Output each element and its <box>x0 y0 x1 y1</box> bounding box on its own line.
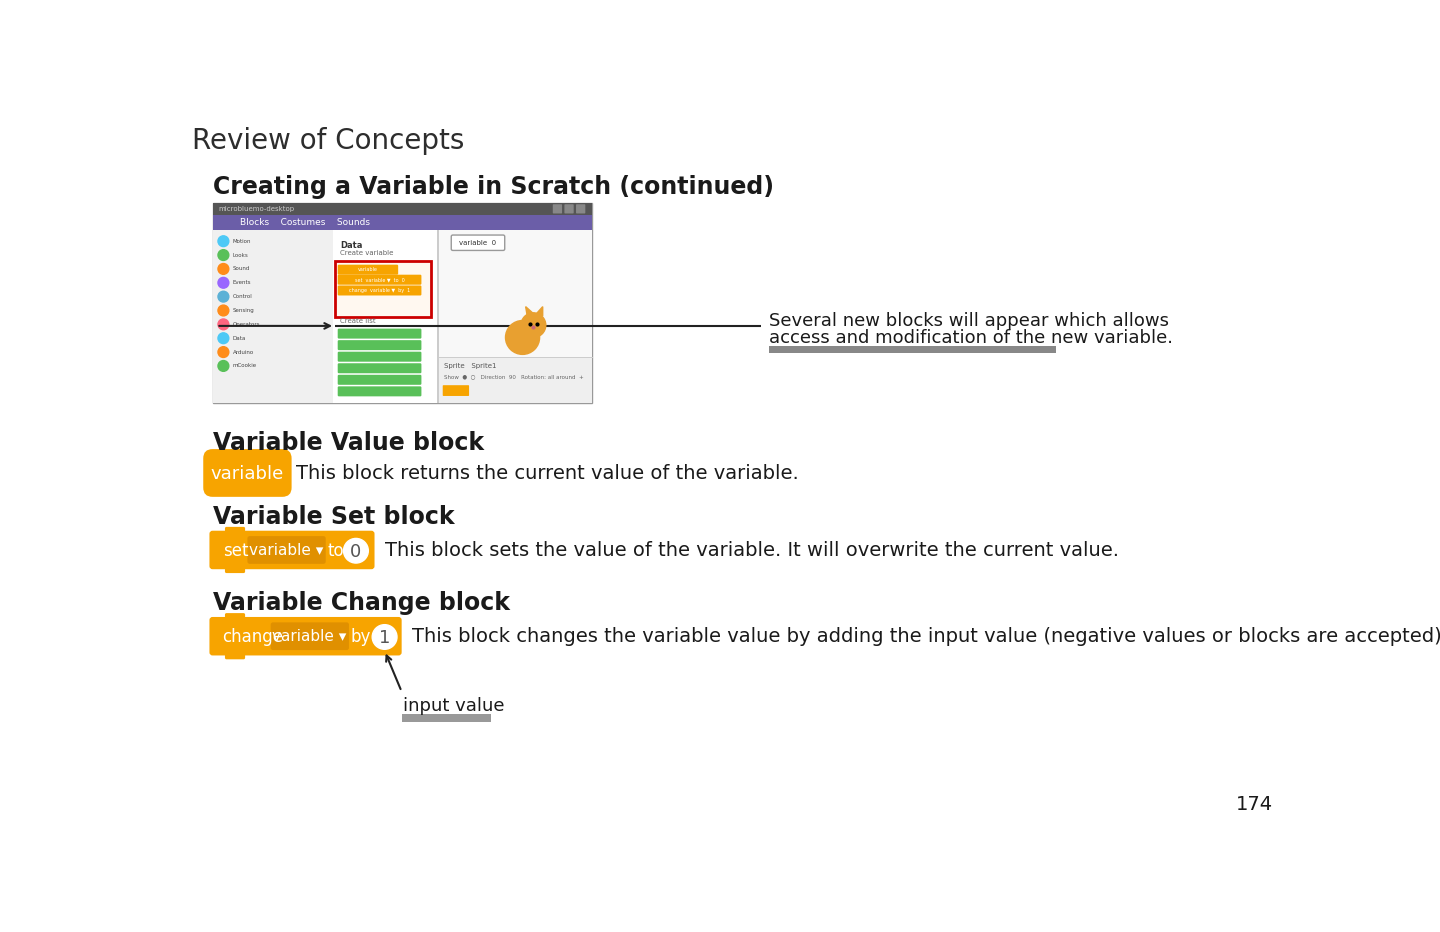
FancyBboxPatch shape <box>225 613 245 624</box>
Polygon shape <box>537 307 543 316</box>
FancyBboxPatch shape <box>338 340 422 350</box>
Circle shape <box>217 250 229 260</box>
FancyBboxPatch shape <box>225 649 245 659</box>
FancyBboxPatch shape <box>338 329 422 338</box>
Text: Data: Data <box>340 241 363 250</box>
FancyBboxPatch shape <box>442 385 469 396</box>
FancyBboxPatch shape <box>213 215 592 230</box>
Text: 174: 174 <box>1236 795 1273 814</box>
Text: Create list: Create list <box>340 318 376 324</box>
FancyBboxPatch shape <box>769 346 1056 353</box>
Text: variable: variable <box>359 267 377 272</box>
FancyBboxPatch shape <box>338 387 422 396</box>
Circle shape <box>217 278 229 288</box>
Circle shape <box>344 539 369 563</box>
Text: microbluemo-desktop: microbluemo-desktop <box>219 206 295 212</box>
Text: Looks: Looks <box>233 253 249 257</box>
Circle shape <box>505 321 540 354</box>
Text: This block returns the current value of the variable.: This block returns the current value of … <box>297 464 799 483</box>
FancyBboxPatch shape <box>338 265 399 275</box>
FancyBboxPatch shape <box>439 230 592 403</box>
Text: to: to <box>327 541 344 560</box>
Circle shape <box>217 347 229 358</box>
FancyBboxPatch shape <box>338 285 422 295</box>
FancyBboxPatch shape <box>225 562 245 573</box>
Text: Variable Change block: Variable Change block <box>213 591 510 615</box>
Text: Create variable: Create variable <box>340 251 393 256</box>
Text: Data: Data <box>233 336 246 341</box>
FancyBboxPatch shape <box>271 623 348 651</box>
Circle shape <box>217 361 229 371</box>
FancyBboxPatch shape <box>338 363 422 373</box>
Text: variable ▾: variable ▾ <box>249 543 324 558</box>
Text: change  variable ▼  by  1: change variable ▼ by 1 <box>348 288 410 293</box>
Text: 0: 0 <box>350 542 361 560</box>
FancyBboxPatch shape <box>451 235 505 251</box>
Text: Blocks    Costumes    Sounds: Blocks Costumes Sounds <box>239 218 370 227</box>
FancyBboxPatch shape <box>402 714 491 721</box>
Text: Show  ●  ○   Direction  90   Rotation: all around  +: Show ● ○ Direction 90 Rotation: all arou… <box>444 374 583 378</box>
Circle shape <box>217 305 229 316</box>
Text: variable: variable <box>210 465 284 483</box>
FancyBboxPatch shape <box>213 202 592 215</box>
FancyBboxPatch shape <box>213 202 592 403</box>
FancyBboxPatch shape <box>338 375 422 385</box>
FancyBboxPatch shape <box>338 275 422 284</box>
Circle shape <box>217 319 229 330</box>
Text: mCookie: mCookie <box>233 363 256 368</box>
Circle shape <box>217 264 229 274</box>
FancyBboxPatch shape <box>225 527 245 538</box>
FancyBboxPatch shape <box>209 530 374 569</box>
Text: Events: Events <box>233 281 251 285</box>
Text: Review of Concepts: Review of Concepts <box>192 128 464 156</box>
Text: Sprite   Sprite1: Sprite Sprite1 <box>444 363 495 369</box>
Circle shape <box>217 236 229 247</box>
Text: Sound: Sound <box>233 267 251 271</box>
FancyBboxPatch shape <box>438 230 439 403</box>
FancyBboxPatch shape <box>439 357 592 403</box>
Text: 1: 1 <box>379 629 390 647</box>
Text: variable ▾: variable ▾ <box>272 629 347 645</box>
Text: Control: Control <box>233 295 252 299</box>
Polygon shape <box>526 307 533 316</box>
Text: Variable Set block: Variable Set block <box>213 504 454 528</box>
Text: input value: input value <box>403 697 504 715</box>
FancyBboxPatch shape <box>333 230 438 403</box>
Text: Variable Value block: Variable Value block <box>213 432 484 456</box>
Circle shape <box>521 313 546 337</box>
Text: variable  0: variable 0 <box>459 240 497 246</box>
FancyBboxPatch shape <box>248 536 325 564</box>
Circle shape <box>217 292 229 302</box>
FancyBboxPatch shape <box>203 449 291 497</box>
FancyBboxPatch shape <box>564 204 573 213</box>
Circle shape <box>217 333 229 344</box>
Text: change: change <box>222 628 282 646</box>
FancyBboxPatch shape <box>576 204 585 213</box>
Text: Several new blocks will appear which allows: Several new blocks will appear which all… <box>769 312 1169 330</box>
Text: access and modification of the new variable.: access and modification of the new varia… <box>769 329 1174 347</box>
Text: Operators: Operators <box>233 322 261 327</box>
Text: set: set <box>223 541 249 560</box>
Text: Motion: Motion <box>233 239 251 243</box>
FancyBboxPatch shape <box>553 204 562 213</box>
FancyBboxPatch shape <box>209 617 402 655</box>
Text: Arduino: Arduino <box>233 350 253 354</box>
Text: This block changes the variable value by adding the input value (negative values: This block changes the variable value by… <box>412 627 1440 647</box>
Circle shape <box>372 624 397 650</box>
Text: Creating a Variable in Scratch (continued): Creating a Variable in Scratch (continue… <box>213 175 773 199</box>
Text: This block sets the value of the variable. It will overwrite the current value.: This block sets the value of the variabl… <box>386 541 1119 560</box>
FancyBboxPatch shape <box>338 351 422 362</box>
Text: Sensing: Sensing <box>233 308 255 313</box>
Text: by: by <box>350 628 372 646</box>
FancyBboxPatch shape <box>336 261 431 317</box>
FancyBboxPatch shape <box>213 230 333 403</box>
Text: set  variable ▼  to  0: set variable ▼ to 0 <box>354 277 405 282</box>
